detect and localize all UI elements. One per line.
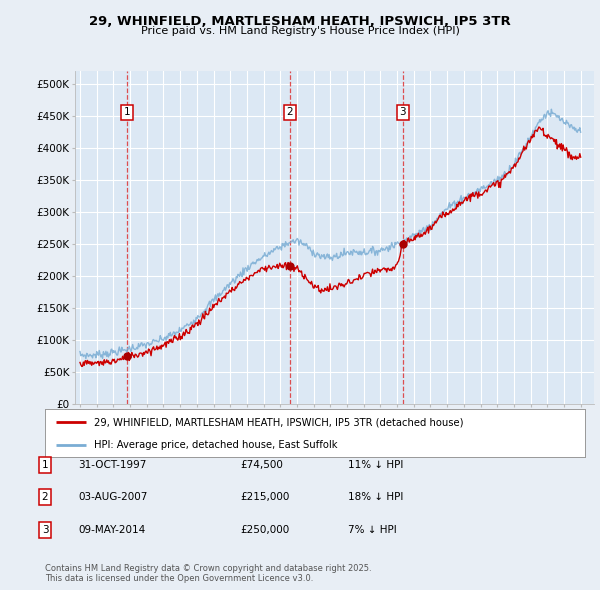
Text: 29, WHINFIELD, MARTLESHAM HEATH, IPSWICH, IP5 3TR (detached house): 29, WHINFIELD, MARTLESHAM HEATH, IPSWICH… [94,417,463,427]
Text: 3: 3 [400,107,406,117]
Text: 31-OCT-1997: 31-OCT-1997 [78,460,146,470]
Text: 03-AUG-2007: 03-AUG-2007 [78,493,148,502]
Text: HPI: Average price, detached house, East Suffolk: HPI: Average price, detached house, East… [94,440,337,450]
Text: 2: 2 [287,107,293,117]
Text: 1: 1 [124,107,131,117]
Text: 11% ↓ HPI: 11% ↓ HPI [348,460,403,470]
Text: £215,000: £215,000 [240,493,289,502]
Text: 3: 3 [41,525,49,535]
Text: 18% ↓ HPI: 18% ↓ HPI [348,493,403,502]
Text: £250,000: £250,000 [240,525,289,535]
Text: Contains HM Land Registry data © Crown copyright and database right 2025.
This d: Contains HM Land Registry data © Crown c… [45,563,371,583]
Text: 09-MAY-2014: 09-MAY-2014 [78,525,145,535]
Text: 7% ↓ HPI: 7% ↓ HPI [348,525,397,535]
Text: £74,500: £74,500 [240,460,283,470]
Text: 2: 2 [41,493,49,502]
Text: 29, WHINFIELD, MARTLESHAM HEATH, IPSWICH, IP5 3TR: 29, WHINFIELD, MARTLESHAM HEATH, IPSWICH… [89,15,511,28]
Text: Price paid vs. HM Land Registry's House Price Index (HPI): Price paid vs. HM Land Registry's House … [140,26,460,36]
Text: 1: 1 [41,460,49,470]
